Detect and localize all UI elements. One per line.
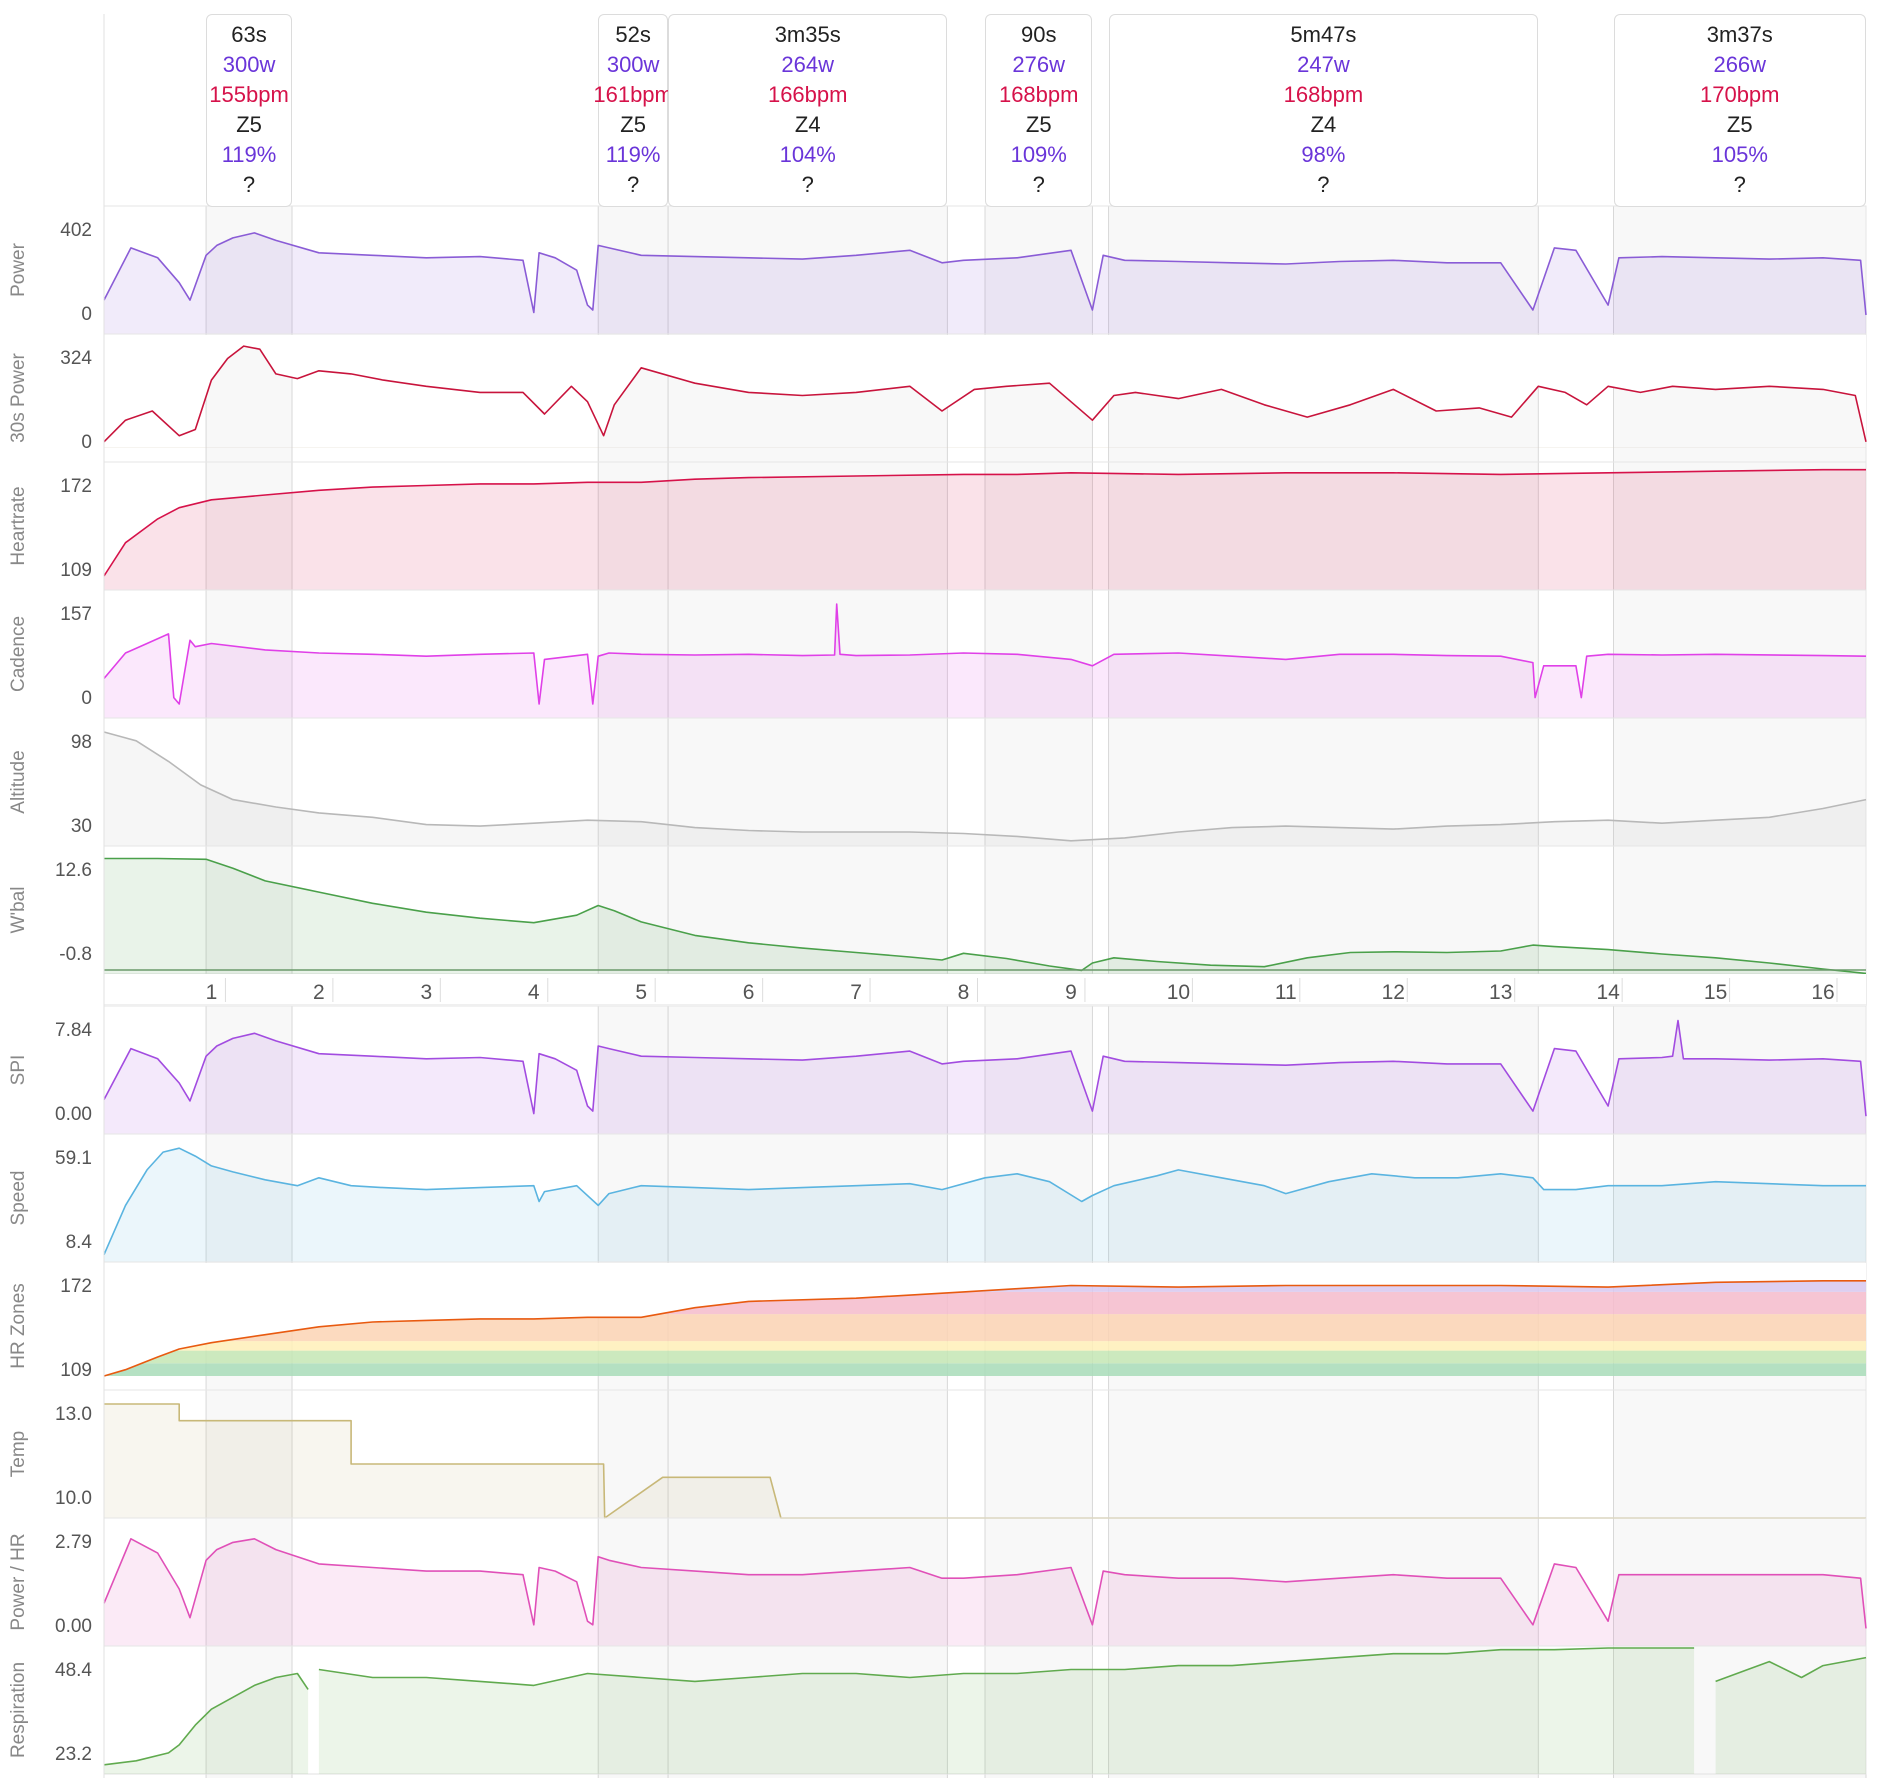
- interval-percent: 119%: [189, 140, 309, 170]
- interval-percent: 98%: [1263, 140, 1383, 170]
- panel-title: Altitude: [8, 750, 29, 813]
- interval-zone: Z5: [979, 110, 1099, 140]
- zone-band-0: [104, 1363, 1866, 1376]
- y-max-label: 98: [71, 732, 92, 753]
- y-min-label: 8.4: [66, 1232, 93, 1253]
- y-min-label: -0.8: [59, 944, 92, 965]
- y-min-label: 109: [60, 1360, 92, 1381]
- y-max-label: 172: [60, 476, 92, 497]
- interval-heartrate: 155bpm: [189, 80, 309, 110]
- x-tick-label: 7: [850, 981, 862, 1004]
- interval-power: 300w: [189, 50, 309, 80]
- interval-extra: ?: [979, 170, 1099, 200]
- interval-duration: 3m37s: [1680, 20, 1800, 50]
- y-min-label: 109: [60, 560, 92, 581]
- y-min-label: 0: [81, 432, 92, 453]
- interval-heartrate: 166bpm: [748, 80, 868, 110]
- x-tick-label: 13: [1489, 981, 1512, 1004]
- x-tick-label: 8: [958, 981, 970, 1004]
- interval-zone: Z4: [1263, 110, 1383, 140]
- panel-title: Heartrate: [8, 486, 29, 565]
- y-min-label: 0: [81, 688, 92, 709]
- interval-zone: Z4: [748, 110, 868, 140]
- x-tick-label: 3: [420, 981, 432, 1004]
- panel-title: Respiration: [8, 1662, 29, 1758]
- panel-title: Cadence: [8, 616, 29, 692]
- interval-power: 276w: [979, 50, 1099, 80]
- x-tick-label: 4: [528, 981, 540, 1004]
- x-tick-label: 11: [1275, 981, 1297, 1004]
- x-tick-label: 10: [1167, 981, 1190, 1004]
- y-max-label: 324: [60, 348, 92, 369]
- panel-title: Temp: [8, 1431, 29, 1477]
- x-tick-label: 5: [635, 981, 647, 1004]
- interval-duration: 63s: [189, 20, 309, 50]
- interval-heartrate: 168bpm: [1263, 80, 1383, 110]
- y-min-label: 30: [71, 816, 92, 837]
- y-min-label: 23.2: [55, 1744, 92, 1765]
- panel-title: Power / HR: [8, 1533, 29, 1630]
- y-min-label: 0.00: [55, 1616, 92, 1637]
- y-max-label: 402: [60, 220, 92, 241]
- interval-zone: Z5: [189, 110, 309, 140]
- interval-duration: 3m35s: [748, 20, 868, 50]
- panel-title: Speed: [8, 1171, 29, 1226]
- interval-heartrate: 168bpm: [979, 80, 1099, 110]
- interval-zone: Z5: [1680, 110, 1800, 140]
- interval-extra: ?: [1263, 170, 1383, 200]
- y-min-label: 0.00: [55, 1104, 92, 1125]
- interval-power: 247w: [1263, 50, 1383, 80]
- x-tick-label: 1: [206, 981, 218, 1004]
- y-max-label: 48.4: [55, 1660, 92, 1681]
- zone-band-1: [104, 1351, 1866, 1364]
- x-tick-label: 2: [313, 981, 325, 1004]
- interval-percent: 104%: [748, 140, 868, 170]
- x-tick-label: 16: [1811, 981, 1834, 1004]
- y-max-label: 2.79: [55, 1532, 92, 1553]
- series-area: [1716, 1658, 1866, 1774]
- interval-extra: ?: [189, 170, 309, 200]
- y-max-label: 59.1: [55, 1148, 92, 1169]
- interval-duration: 90s: [979, 20, 1099, 50]
- interval-duration: 5m47s: [1263, 20, 1383, 50]
- y-min-label: 10.0: [55, 1488, 92, 1509]
- panel-title: Power: [8, 242, 29, 297]
- zone-band-2: [104, 1341, 1866, 1351]
- y-max-label: 13.0: [55, 1404, 92, 1425]
- x-tick-label: 12: [1382, 981, 1405, 1004]
- panel-title: W'bal: [8, 887, 29, 934]
- interval-heartrate: 170bpm: [1680, 80, 1800, 110]
- panel-title: HR Zones: [8, 1283, 29, 1369]
- interval-power: 264w: [748, 50, 868, 80]
- y-max-label: 12.6: [55, 860, 92, 881]
- x-tick-label: 9: [1065, 981, 1077, 1004]
- interval-extra: ?: [1680, 170, 1800, 200]
- y-max-label: 7.84: [55, 1020, 92, 1041]
- interval-percent: 105%: [1680, 140, 1800, 170]
- y-max-label: 172: [60, 1276, 92, 1297]
- x-tick-label: 15: [1704, 981, 1727, 1004]
- panel-title: SPI: [8, 1055, 29, 1086]
- x-tick-label: 14: [1596, 981, 1620, 1004]
- y-min-label: 0: [81, 304, 92, 325]
- panel-hr-zones: 172 109 HR Zones: [8, 1262, 1866, 1390]
- x-tick-label: 6: [743, 981, 755, 1004]
- panel-title: 30s Power: [8, 352, 29, 442]
- interval-extra: ?: [748, 170, 868, 200]
- y-max-label: 157: [60, 604, 92, 625]
- interval-percent: 109%: [979, 140, 1099, 170]
- interval-power: 266w: [1680, 50, 1800, 80]
